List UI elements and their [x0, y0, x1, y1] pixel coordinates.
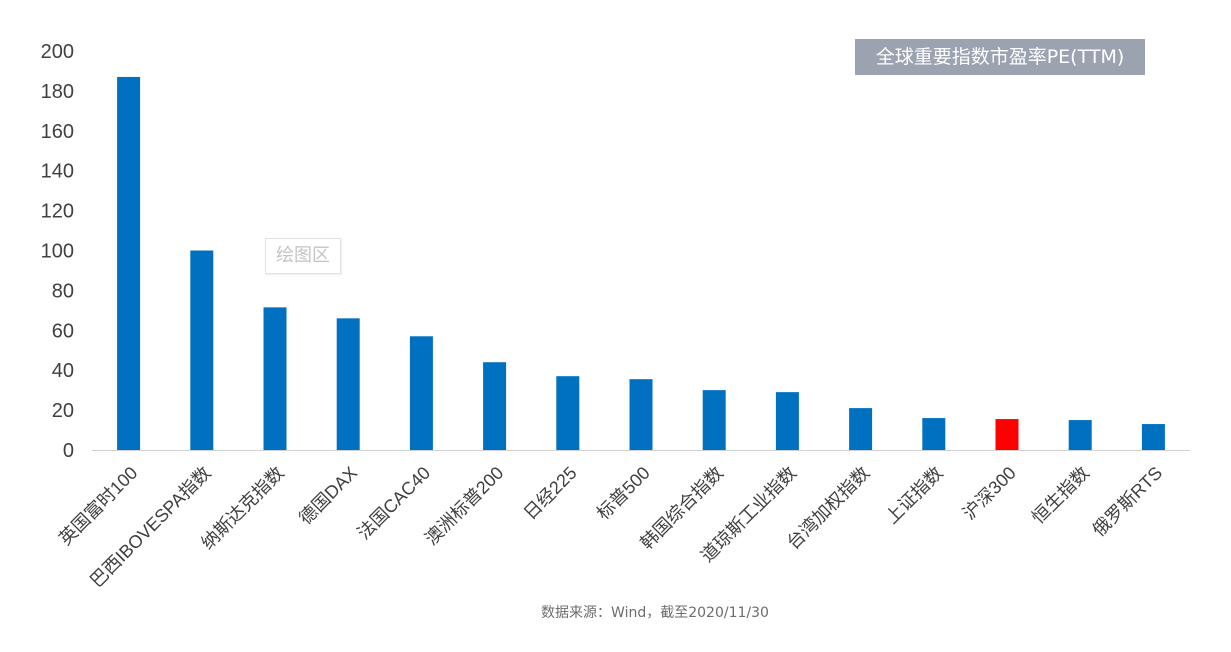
- x-tick-label: 标普500: [593, 463, 654, 524]
- bar: [775, 392, 799, 450]
- plot-area-watermark: 绘图区: [265, 238, 341, 274]
- x-tick-label: 恒生指数: [1028, 463, 1093, 528]
- y-tick-label: 160: [41, 121, 74, 143]
- bar: [922, 418, 946, 450]
- bar: [1141, 424, 1165, 450]
- x-tick-label: 日经225: [520, 463, 581, 524]
- x-tick-label: 澳洲标普200: [421, 463, 507, 549]
- bar: [1068, 420, 1092, 450]
- bar: [409, 336, 433, 450]
- y-tick-label: 20: [52, 400, 74, 422]
- bar: [629, 379, 653, 450]
- bar: [483, 362, 507, 450]
- y-tick-label: 200: [41, 41, 74, 63]
- y-tick-label: 60: [52, 320, 74, 342]
- bar: [336, 318, 360, 450]
- y-tick-label: 100: [41, 241, 74, 263]
- y-tick-label: 120: [41, 201, 74, 223]
- x-tick-label: 法国CAC40: [354, 463, 435, 544]
- x-tick-label: 沪深300: [959, 463, 1020, 524]
- x-tick-label: 上证指数: [882, 463, 947, 528]
- y-tick-label: 0: [63, 440, 74, 462]
- bar: [995, 419, 1019, 450]
- y-tick-label: 40: [52, 360, 74, 382]
- bar: [702, 390, 726, 450]
- bar: [263, 307, 287, 450]
- y-tick-label: 140: [41, 161, 74, 183]
- legend-label: 全球重要指数市盈率PE(TTM): [855, 39, 1145, 75]
- bar: [117, 76, 141, 450]
- bar: [556, 376, 580, 450]
- x-tick-label: 德国DAX: [295, 463, 361, 529]
- y-tick-label: 80: [52, 280, 74, 302]
- x-tick-label: 巴西IBOVESPA指数: [86, 463, 214, 591]
- y-axis-ticks: 0 20 40 60 80 100 120 140 160 180 200: [41, 41, 74, 462]
- bar: [849, 408, 873, 450]
- bar: [190, 250, 214, 450]
- x-tick-label: 俄罗斯RTS: [1089, 463, 1167, 541]
- source-note: 数据来源：Wind，截至2020/11/30: [541, 605, 769, 621]
- y-tick-label: 180: [41, 81, 74, 103]
- bars: [117, 76, 1165, 450]
